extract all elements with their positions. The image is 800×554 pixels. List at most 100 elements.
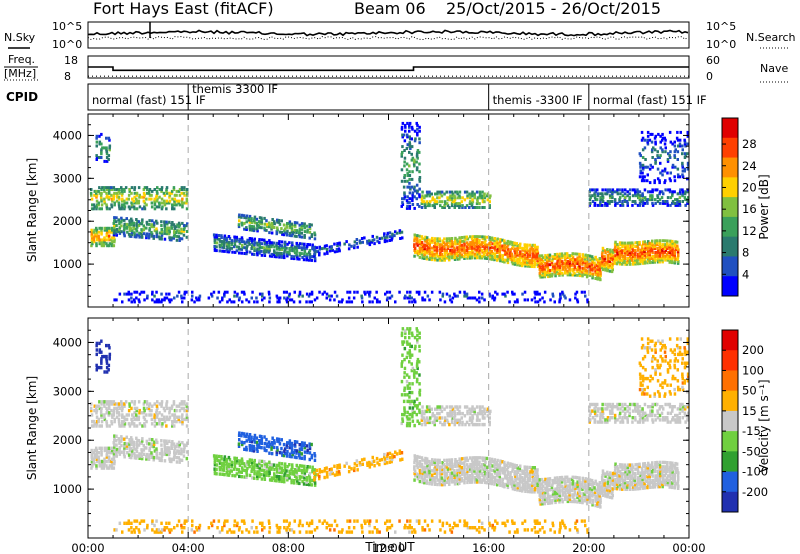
- velocity-cell: [430, 482, 434, 486]
- power-cell: [458, 251, 462, 255]
- power-cell: [669, 241, 672, 245]
- power-cell: [248, 250, 252, 254]
- power-cell: [416, 133, 419, 137]
- power-cell: [519, 250, 522, 254]
- velocity-cell: [489, 468, 492, 472]
- power-cell: [156, 191, 159, 195]
- power-cell: [127, 232, 131, 236]
- velocity-cell: [313, 454, 317, 458]
- velocity-cell: [445, 458, 449, 462]
- power-cell: [421, 256, 424, 260]
- power-cell: [558, 258, 562, 262]
- power-cell: [180, 231, 183, 235]
- velocity-cell: [165, 402, 168, 406]
- colorbar-tick-label: 8: [742, 246, 749, 260]
- power-cell: [498, 247, 501, 251]
- cpid-mode-label: themis -3300 IF: [493, 93, 583, 107]
- power-cell: [413, 195, 416, 199]
- velocity-cell: [539, 486, 542, 491]
- power-cell: [148, 197, 151, 201]
- velocity-cell: [245, 475, 248, 479]
- power-cell: [656, 156, 660, 159]
- power-cell: [646, 190, 650, 194]
- power-cell: [308, 250, 311, 254]
- power-cell: [611, 188, 615, 192]
- power-cell: [613, 200, 617, 203]
- power-cell: [385, 239, 389, 243]
- power-cell: [528, 253, 532, 257]
- power-cell: [656, 252, 659, 256]
- velocity-cell: [526, 472, 529, 476]
- velocity-cell: [108, 451, 111, 455]
- velocity-cell: [296, 466, 299, 470]
- velocity-cell: [456, 468, 459, 473]
- power-cell: [163, 296, 167, 300]
- power-cell: [428, 238, 431, 242]
- power-cell: [471, 254, 474, 258]
- power-cell: [177, 221, 181, 225]
- power-cell: [258, 241, 262, 245]
- power-cell: [499, 259, 502, 263]
- velocity-cell: [295, 440, 299, 444]
- power-cell: [128, 221, 132, 225]
- power-cell: [411, 127, 414, 131]
- velocity-cell: [141, 424, 144, 428]
- power-cell: [108, 207, 111, 211]
- power-cell: [528, 255, 531, 259]
- power-cell: [464, 206, 467, 209]
- velocity-cell: [105, 354, 108, 359]
- velocity-cell: [128, 440, 132, 444]
- power-cell: [406, 201, 409, 205]
- velocity-cell: [461, 461, 464, 465]
- power-cell: [559, 294, 562, 298]
- velocity-cell: [305, 444, 309, 448]
- velocity-cell: [167, 448, 171, 452]
- power-cell: [531, 253, 535, 257]
- velocity-cell: [240, 470, 243, 474]
- power-cell: [140, 195, 143, 199]
- velocity-cell: [228, 471, 231, 475]
- power-cell: [486, 247, 490, 251]
- velocity-cell: [446, 463, 449, 467]
- power-cell: [155, 229, 159, 233]
- power-cell: [514, 251, 517, 255]
- power-cell: [238, 247, 241, 251]
- power-cell: [526, 253, 530, 257]
- power-cell: [540, 258, 544, 262]
- power-cell: [153, 203, 157, 207]
- power-cell: [458, 249, 461, 253]
- velocity-cell: [110, 459, 113, 464]
- power-cell: [654, 243, 657, 247]
- velocity-cell: [484, 471, 487, 476]
- power-cell: [145, 222, 149, 226]
- power-cell: [425, 190, 429, 194]
- velocity-cell: [283, 466, 287, 471]
- power-cell: [175, 238, 179, 242]
- velocity-cell: [270, 445, 274, 449]
- power-cell: [625, 251, 629, 255]
- power-cell: [478, 252, 481, 256]
- velocity-cell: [235, 456, 238, 461]
- velocity-cell: [142, 448, 146, 452]
- velocity-cell: [298, 481, 301, 486]
- power-cell: [503, 250, 507, 254]
- power-cell: [494, 244, 497, 248]
- power-cell: [416, 127, 419, 131]
- power-cell: [511, 246, 514, 250]
- velocity-cell: [399, 458, 402, 462]
- power-cell: [595, 258, 599, 262]
- velocity-cell: [475, 460, 479, 464]
- power-cell: [564, 267, 567, 271]
- nsky-tick-top: 10^5: [52, 20, 82, 33]
- power-cell: [601, 260, 604, 264]
- power-cell: [218, 300, 222, 304]
- power-cell: [490, 257, 494, 261]
- velocity-cell: [178, 451, 181, 456]
- velocity-cell: [103, 402, 106, 406]
- power-cell: [558, 256, 561, 260]
- power-cell: [155, 227, 158, 231]
- velocity-cell: [478, 467, 481, 471]
- power-cell: [496, 256, 499, 260]
- power-cell: [633, 249, 637, 252]
- power-cell: [438, 254, 442, 258]
